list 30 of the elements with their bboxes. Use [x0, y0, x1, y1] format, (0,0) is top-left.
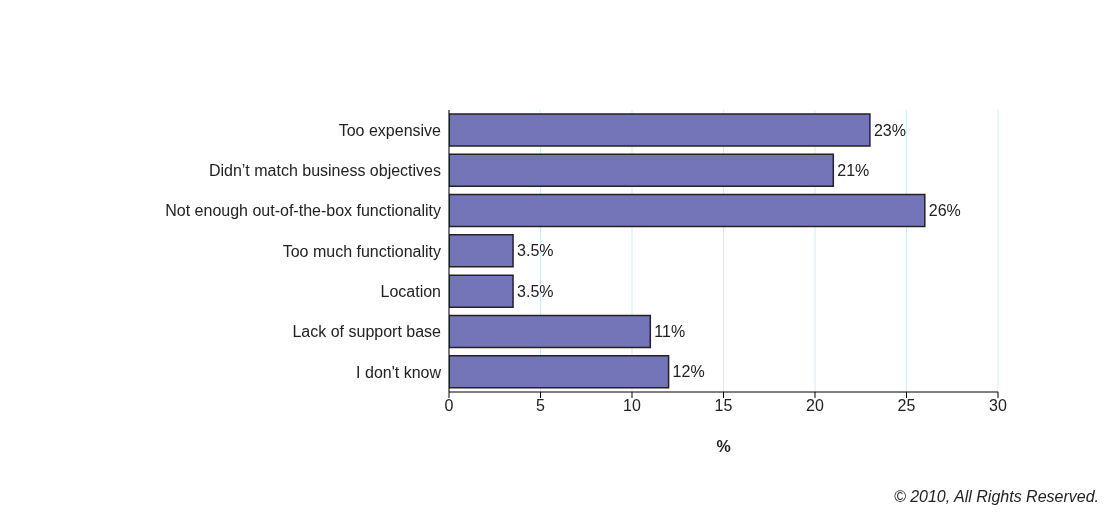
y-tick-label: Not enough out-of-the-box functionality	[165, 202, 441, 220]
text: © 2010, All Rights Reserved.	[893, 488, 1099, 506]
x-tick-label: 0	[444, 397, 454, 415]
y-tick-label: Location	[380, 282, 441, 300]
bar	[449, 193, 926, 228]
data-label: 3.5%	[517, 282, 554, 300]
y-tick-label: Too expensive	[338, 121, 442, 139]
bar	[449, 113, 871, 147]
x-tick-label: 20	[806, 397, 824, 415]
x-tick-label: 15	[714, 397, 733, 415]
x-axis-title: %	[716, 438, 731, 455]
data-label: 11%	[654, 323, 686, 341]
bar	[449, 354, 670, 389]
data-label: 12%	[672, 363, 705, 381]
data-label: 21%	[837, 161, 870, 179]
data-label: 3.5%	[517, 242, 554, 260]
bar	[449, 234, 514, 268]
y-tick-label: Didn’t match business objectives	[208, 162, 441, 180]
bar	[449, 274, 514, 308]
data-label: 26%	[928, 202, 961, 220]
data-label: 23%	[873, 121, 906, 139]
bar	[449, 314, 652, 349]
y-tick-label: I don't know	[356, 363, 442, 381]
y-tick-label: Lack of support base	[292, 323, 442, 341]
x-tick-label: 30	[989, 397, 1007, 415]
x-tick-label: 10	[623, 397, 641, 415]
y-tick-label: Too much functionality	[282, 242, 441, 260]
x-tick-label: 5	[536, 397, 546, 415]
x-tick-label: 25	[897, 397, 916, 415]
bar	[449, 153, 835, 188]
